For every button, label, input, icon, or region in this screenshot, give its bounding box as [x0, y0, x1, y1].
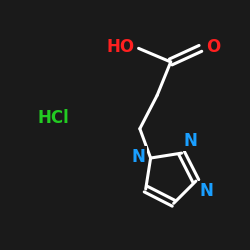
Text: HCl: HCl	[38, 108, 69, 126]
Text: O: O	[206, 38, 220, 56]
Text: N: N	[132, 148, 146, 166]
Text: HO: HO	[106, 38, 134, 56]
Text: N: N	[200, 182, 213, 200]
Text: N: N	[184, 132, 198, 150]
